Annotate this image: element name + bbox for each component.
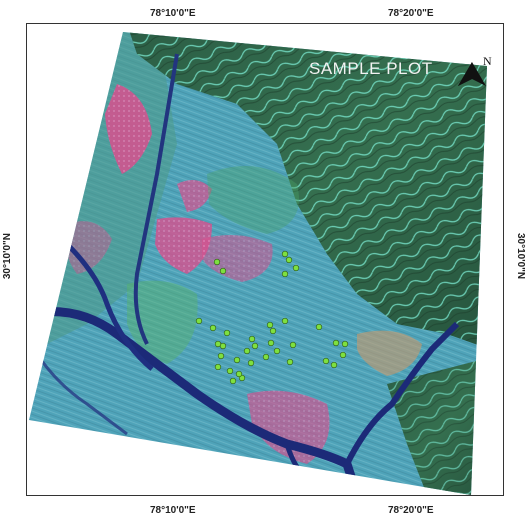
sample-point xyxy=(332,339,340,347)
pink-patch xyxy=(155,217,212,274)
graticule-top-label-2: 78°20'0"E xyxy=(388,8,434,19)
sample-point xyxy=(315,323,323,331)
sample-point xyxy=(217,352,225,360)
sample-point xyxy=(219,267,227,275)
map-frame: SAMPLE PLOT N xyxy=(26,23,504,496)
pink-patch xyxy=(65,221,112,274)
sample-point xyxy=(266,321,274,329)
sample-point xyxy=(322,357,330,365)
sample-point xyxy=(229,377,237,385)
sample-point xyxy=(243,347,251,355)
ridge-texture xyxy=(127,32,487,354)
tributary-river xyxy=(133,53,179,345)
pink-patch xyxy=(202,235,273,282)
sample-point xyxy=(223,329,231,337)
sample-points xyxy=(195,250,349,385)
sample-point xyxy=(247,359,255,367)
pink-patch xyxy=(105,84,152,174)
pink-patch xyxy=(177,180,212,212)
sample-point xyxy=(251,342,259,350)
map-title: SAMPLE PLOT xyxy=(309,59,433,78)
north-arrow xyxy=(458,62,486,86)
sample-point xyxy=(292,264,300,272)
sample-point xyxy=(209,324,217,332)
graticule-bottom-label-1: 78°10'0"E xyxy=(150,505,196,516)
sample-point xyxy=(262,353,270,361)
sample-point xyxy=(233,356,241,364)
sample-point xyxy=(226,367,234,375)
sample-point xyxy=(286,358,294,366)
sample-point xyxy=(281,270,289,278)
sample-point xyxy=(289,341,297,349)
sample-point xyxy=(273,347,281,355)
sample-point xyxy=(214,340,222,348)
sample-point xyxy=(214,363,222,371)
sample-point xyxy=(281,250,289,258)
tributary-river xyxy=(65,242,154,371)
satellite-map xyxy=(29,32,487,495)
satellite-scene xyxy=(29,32,487,495)
sample-point xyxy=(267,339,275,347)
graticule-right-label: 30°10'0"N xyxy=(515,233,526,280)
sample-point xyxy=(269,327,277,335)
main-river xyxy=(29,307,362,495)
graticule-bottom-label-2: 78°20'0"E xyxy=(388,505,434,516)
river-east-branch xyxy=(344,321,460,466)
sample-point xyxy=(281,317,289,325)
sample-point xyxy=(213,258,221,266)
graticule-left-label: 30°10'0"N xyxy=(2,233,13,280)
north-label: N xyxy=(483,54,492,68)
yellow-patch xyxy=(357,330,422,376)
sample-point xyxy=(330,361,338,369)
sample-point xyxy=(235,370,243,378)
graticule-top-label-1: 78°10'0"E xyxy=(150,8,196,19)
sample-point xyxy=(195,317,203,325)
green-field xyxy=(207,166,299,234)
sample-point xyxy=(285,256,293,264)
sample-point xyxy=(341,340,349,348)
sample-point xyxy=(339,351,347,359)
sample-point xyxy=(248,335,256,343)
